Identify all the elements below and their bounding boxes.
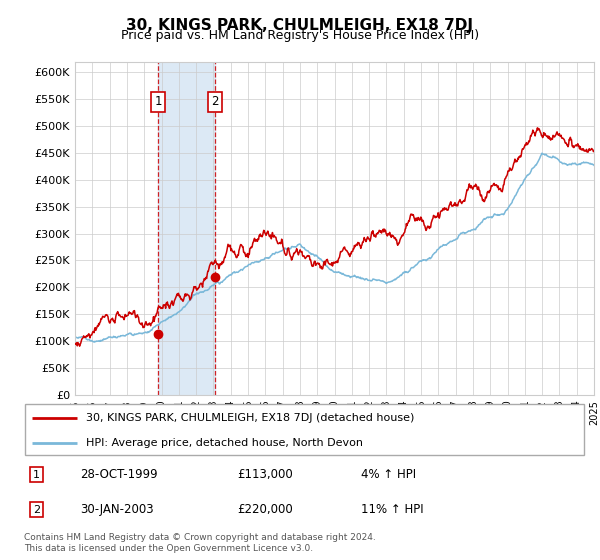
Text: £113,000: £113,000 [237,468,293,481]
Text: 30, KINGS PARK, CHULMLEIGH, EX18 7DJ (detached house): 30, KINGS PARK, CHULMLEIGH, EX18 7DJ (de… [86,413,414,423]
Text: 28-OCT-1999: 28-OCT-1999 [80,468,158,481]
Text: 30-JAN-2003: 30-JAN-2003 [80,503,154,516]
Text: 2: 2 [211,95,218,109]
Text: 30, KINGS PARK, CHULMLEIGH, EX18 7DJ: 30, KINGS PARK, CHULMLEIGH, EX18 7DJ [127,18,473,33]
Text: Contains HM Land Registry data © Crown copyright and database right 2024.
This d: Contains HM Land Registry data © Crown c… [24,533,376,553]
FancyBboxPatch shape [25,404,584,455]
Text: 1: 1 [33,470,40,479]
Text: 11% ↑ HPI: 11% ↑ HPI [361,503,423,516]
Text: 1: 1 [155,95,162,109]
Text: £220,000: £220,000 [237,503,293,516]
Text: 4% ↑ HPI: 4% ↑ HPI [361,468,416,481]
Text: HPI: Average price, detached house, North Devon: HPI: Average price, detached house, Nort… [86,437,363,447]
Text: 2: 2 [33,505,40,515]
Bar [158,62,215,395]
Text: Price paid vs. HM Land Registry's House Price Index (HPI): Price paid vs. HM Land Registry's House … [121,29,479,42]
